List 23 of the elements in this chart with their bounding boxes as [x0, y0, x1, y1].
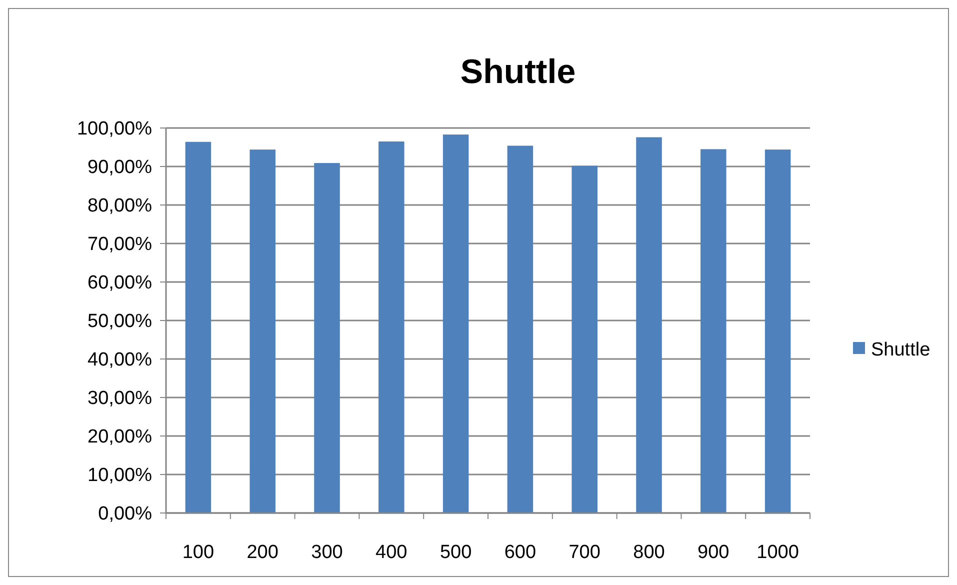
x-tick-label: 500	[440, 542, 472, 563]
x-tick-label: 800	[633, 542, 665, 563]
x-tick-label: 600	[504, 542, 536, 563]
x-tick-label: 900	[698, 542, 730, 563]
y-tick-label: 70,00%	[88, 234, 152, 256]
y-tick-label: 60,00%	[88, 272, 152, 294]
y-tick-label: 80,00%	[88, 196, 152, 217]
x-tick-label: 100	[182, 542, 214, 563]
x-tick-label: 700	[568, 542, 600, 563]
y-tick-label: 20,00%	[88, 426, 152, 448]
y-tick-label: 40,00%	[88, 350, 152, 371]
x-tick-label: 300	[311, 542, 343, 563]
y-tick-label: 0,00%	[98, 504, 152, 525]
x-tick-label: 1000	[756, 542, 799, 563]
legend-label: Shuttle	[871, 340, 930, 361]
x-tick-label: 400	[376, 542, 408, 563]
x-tick-label: 200	[246, 542, 278, 563]
y-tick-label: 30,00%	[88, 388, 152, 410]
y-tick-label: 100,00%	[76, 118, 152, 140]
chart-title: Shuttle	[460, 53, 576, 91]
y-tick-label: 90,00%	[88, 157, 152, 178]
y-tick-label: 10,00%	[88, 465, 152, 486]
y-tick-label: 50,00%	[88, 311, 152, 332]
